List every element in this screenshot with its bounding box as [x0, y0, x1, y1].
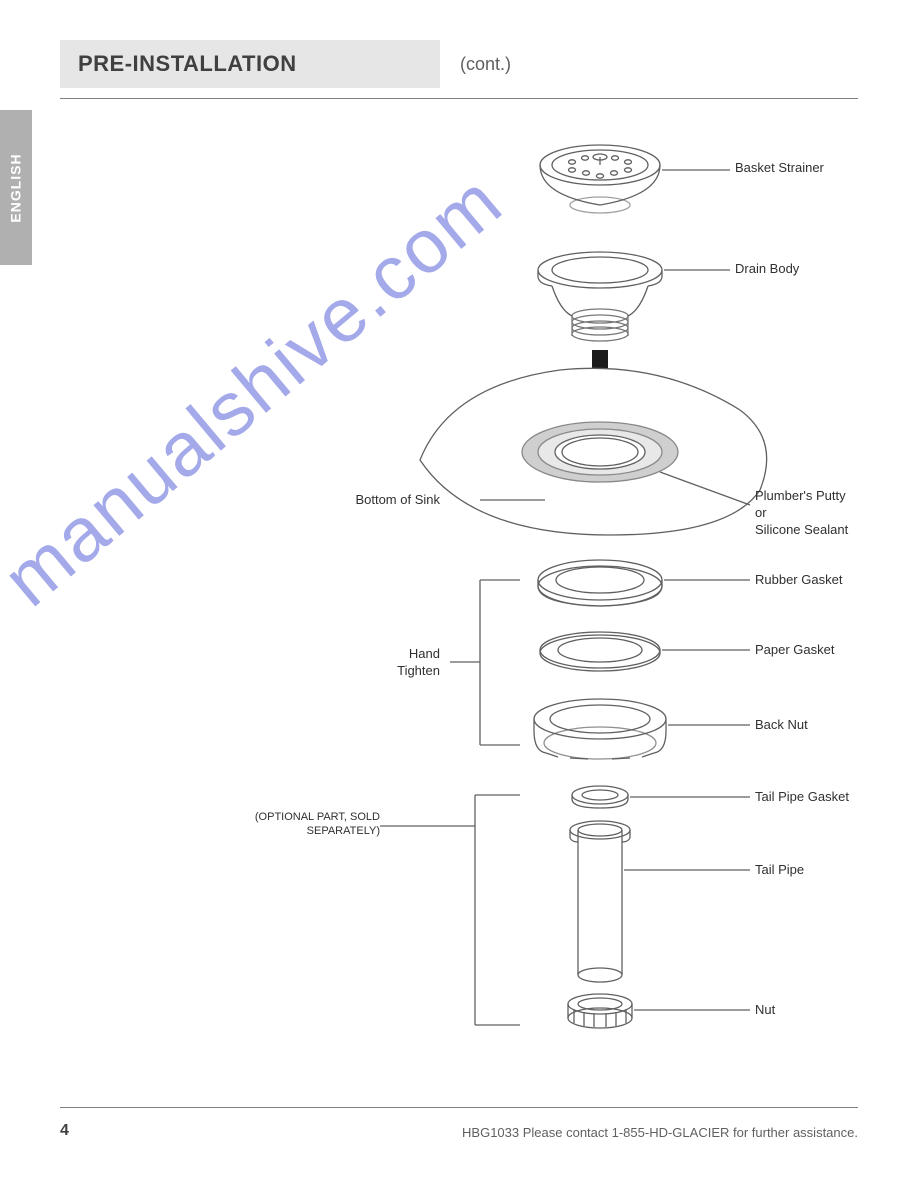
- side-tab-text: ENGLISH: [8, 153, 24, 222]
- header-title: PRE-INSTALLATION: [78, 51, 297, 77]
- label-back-nut: Back Nut: [755, 717, 808, 734]
- side-language-tab: ENGLISH: [0, 110, 32, 265]
- exploded-diagram: Basket Strainer Drain Body Plumber's Put…: [380, 130, 850, 1050]
- label-nut: Nut: [755, 1002, 775, 1019]
- label-paper-gasket: Paper Gasket: [755, 642, 835, 659]
- label-optional-part: (OPTIONAL PART, SOLD SEPARATELY): [190, 810, 380, 839]
- label-rubber-gasket: Rubber Gasket: [755, 572, 842, 589]
- header-divider: [60, 98, 858, 99]
- label-sealant: Plumber's Putty or Silicone Sealant: [755, 488, 850, 539]
- header-right: (cont.): [450, 40, 858, 88]
- footer-divider: [60, 1107, 858, 1108]
- page-number: 4: [60, 1122, 69, 1140]
- header-subtitle: (cont.): [460, 54, 511, 75]
- header-bar: PRE-INSTALLATION: [60, 40, 440, 88]
- label-tail-pipe: Tail Pipe: [755, 862, 804, 879]
- label-bottom-sink: Bottom of Sink: [260, 492, 440, 509]
- label-drain-body: Drain Body: [735, 261, 799, 278]
- label-tail-gasket: Tail Pipe Gasket: [755, 789, 849, 806]
- label-hand-tighten: Hand Tighten: [260, 646, 440, 680]
- label-basket-strainer: Basket Strainer: [735, 160, 824, 177]
- footer-note: HBG1033 Please contact 1-855-HD-GLACIER …: [462, 1125, 858, 1140]
